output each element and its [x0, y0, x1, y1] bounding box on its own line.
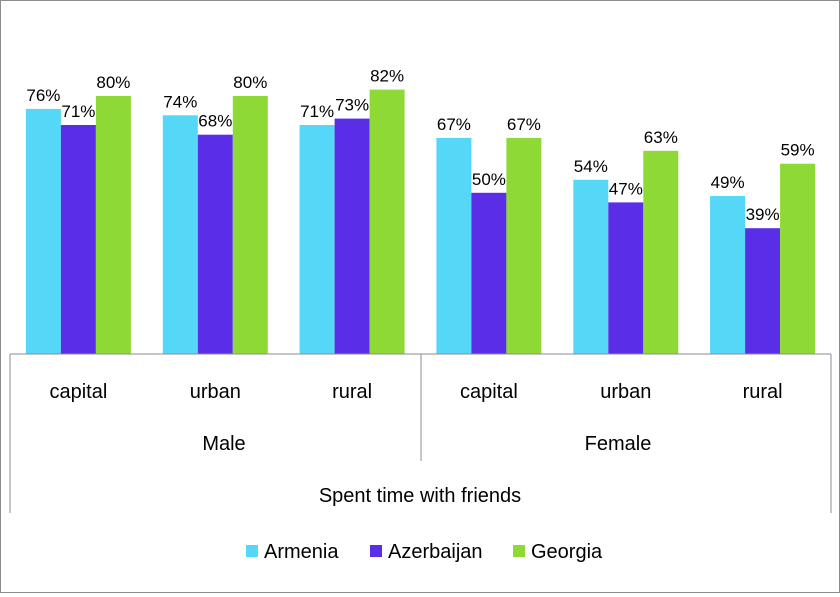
- bars-layer: [25, 89, 816, 355]
- data-label-georgia-2: 82%: [370, 67, 404, 86]
- bar-georgia-1: [232, 96, 268, 354]
- data-label-armenia-1: 74%: [163, 92, 197, 111]
- data-label-azerbaijan-2: 73%: [335, 96, 369, 115]
- bar-armenia-5: [710, 196, 746, 354]
- category-label-3: capital: [460, 381, 518, 403]
- bar-azerbaijan-0: [60, 125, 96, 354]
- outer-group-label: Spent time with friends: [319, 485, 521, 507]
- data-label-azerbaijan-5: 39%: [746, 205, 780, 224]
- bar-azerbaijan-1: [197, 134, 233, 354]
- data-label-armenia-0: 76%: [26, 86, 60, 105]
- data-label-georgia-3: 67%: [507, 115, 541, 134]
- category-label-1: urban: [190, 381, 241, 403]
- legend: Armenia Azerbaijan Georgia: [246, 541, 603, 563]
- bar-azerbaijan-5: [745, 228, 781, 354]
- bar-georgia-2: [369, 89, 405, 354]
- category-label-0: capital: [49, 381, 107, 403]
- data-label-azerbaijan-3: 50%: [472, 170, 506, 189]
- data-label-georgia-0: 80%: [96, 73, 130, 92]
- data-label-azerbaijan-0: 71%: [61, 102, 95, 121]
- bar-georgia-5: [780, 163, 816, 354]
- bar-azerbaijan-4: [608, 202, 644, 354]
- data-label-armenia-2: 71%: [300, 102, 334, 121]
- data-label-georgia-5: 59%: [781, 141, 815, 160]
- legend-label-armenia: Armenia: [264, 541, 339, 563]
- legend-label-georgia: Georgia: [531, 541, 603, 563]
- category-label-5: rural: [743, 381, 783, 403]
- legend-swatch-armenia: [246, 545, 258, 557]
- bar-azerbaijan-2: [334, 118, 370, 354]
- bar-armenia-4: [573, 179, 609, 354]
- bar-armenia-2: [299, 125, 335, 354]
- bar-georgia-4: [643, 150, 679, 354]
- group-label-female: Female: [585, 433, 652, 455]
- category-labels-layer: capital urban rural capital urban rural: [49, 381, 782, 403]
- data-label-armenia-4: 54%: [574, 157, 608, 176]
- bar-armenia-3: [436, 137, 472, 354]
- bar-georgia-3: [506, 137, 542, 354]
- bar-georgia-0: [95, 96, 131, 354]
- data-label-azerbaijan-4: 47%: [609, 179, 643, 198]
- category-label-2: rural: [332, 381, 372, 403]
- data-label-armenia-3: 67%: [437, 115, 471, 134]
- category-label-4: urban: [600, 381, 651, 403]
- bar-armenia-1: [162, 115, 198, 354]
- data-label-armenia-5: 49%: [711, 173, 745, 192]
- group-label-male: Male: [202, 433, 245, 455]
- legend-swatch-azerbaijan: [370, 545, 382, 557]
- data-label-georgia-1: 80%: [233, 73, 267, 92]
- data-label-georgia-4: 63%: [644, 128, 678, 147]
- bar-azerbaijan-3: [471, 192, 507, 355]
- legend-swatch-georgia: [513, 545, 525, 557]
- data-labels-layer: 76%71%80%74%68%80%71% 73%82%67%50%67%54%4…: [26, 67, 814, 225]
- bar-armenia-0: [25, 108, 61, 355]
- legend-label-azerbaijan: Azerbaijan: [388, 541, 483, 563]
- data-label-azerbaijan-1: 68%: [198, 112, 232, 131]
